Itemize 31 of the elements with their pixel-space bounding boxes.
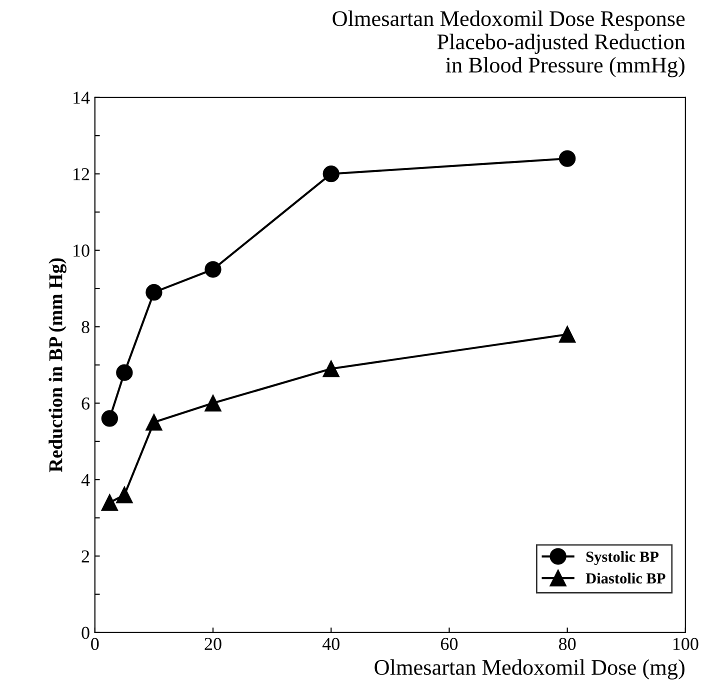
y-tick-label: 4	[81, 474, 90, 486]
x-tick-label: 100	[673, 638, 698, 650]
point	[204, 394, 222, 412]
point	[146, 414, 162, 431]
point	[558, 150, 576, 167]
point	[322, 360, 340, 378]
chart-title: Olmesartan Medoxomil Dose Response Placebo-adjusted Reduction in Blood Pressure (mmHg)	[332, 10, 686, 78]
point	[101, 494, 118, 511]
point	[116, 486, 133, 504]
point	[204, 261, 222, 278]
x-axis-title: Olmesartan Medoxomil Dose (mg)	[374, 659, 684, 680]
y-tick-label: 10	[74, 244, 90, 257]
y-tick-label: 14	[74, 92, 90, 104]
legend-label: Systolic BP	[586, 551, 659, 566]
legend-label: Diastolic BP	[586, 572, 666, 584]
y-tick-label: 0	[82, 626, 90, 639]
y-tick-label: 2	[82, 550, 90, 562]
x-tick-label: 20	[204, 638, 222, 650]
x-tick-label: 0	[91, 638, 99, 650]
y-tick-label: 8	[82, 320, 90, 334]
point	[116, 364, 133, 381]
x-tick-label: 40	[322, 638, 340, 650]
point	[322, 166, 340, 182]
y-axis-title: Reduction in BP (mm Hg)	[48, 258, 66, 472]
y-tick-label: 12	[74, 168, 90, 180]
x-tick-label: 60	[440, 638, 458, 650]
y-tick-label: 6	[82, 397, 90, 410]
x-tick-label: 80	[558, 638, 576, 650]
point	[558, 326, 576, 343]
point	[101, 410, 118, 427]
point	[146, 284, 162, 301]
